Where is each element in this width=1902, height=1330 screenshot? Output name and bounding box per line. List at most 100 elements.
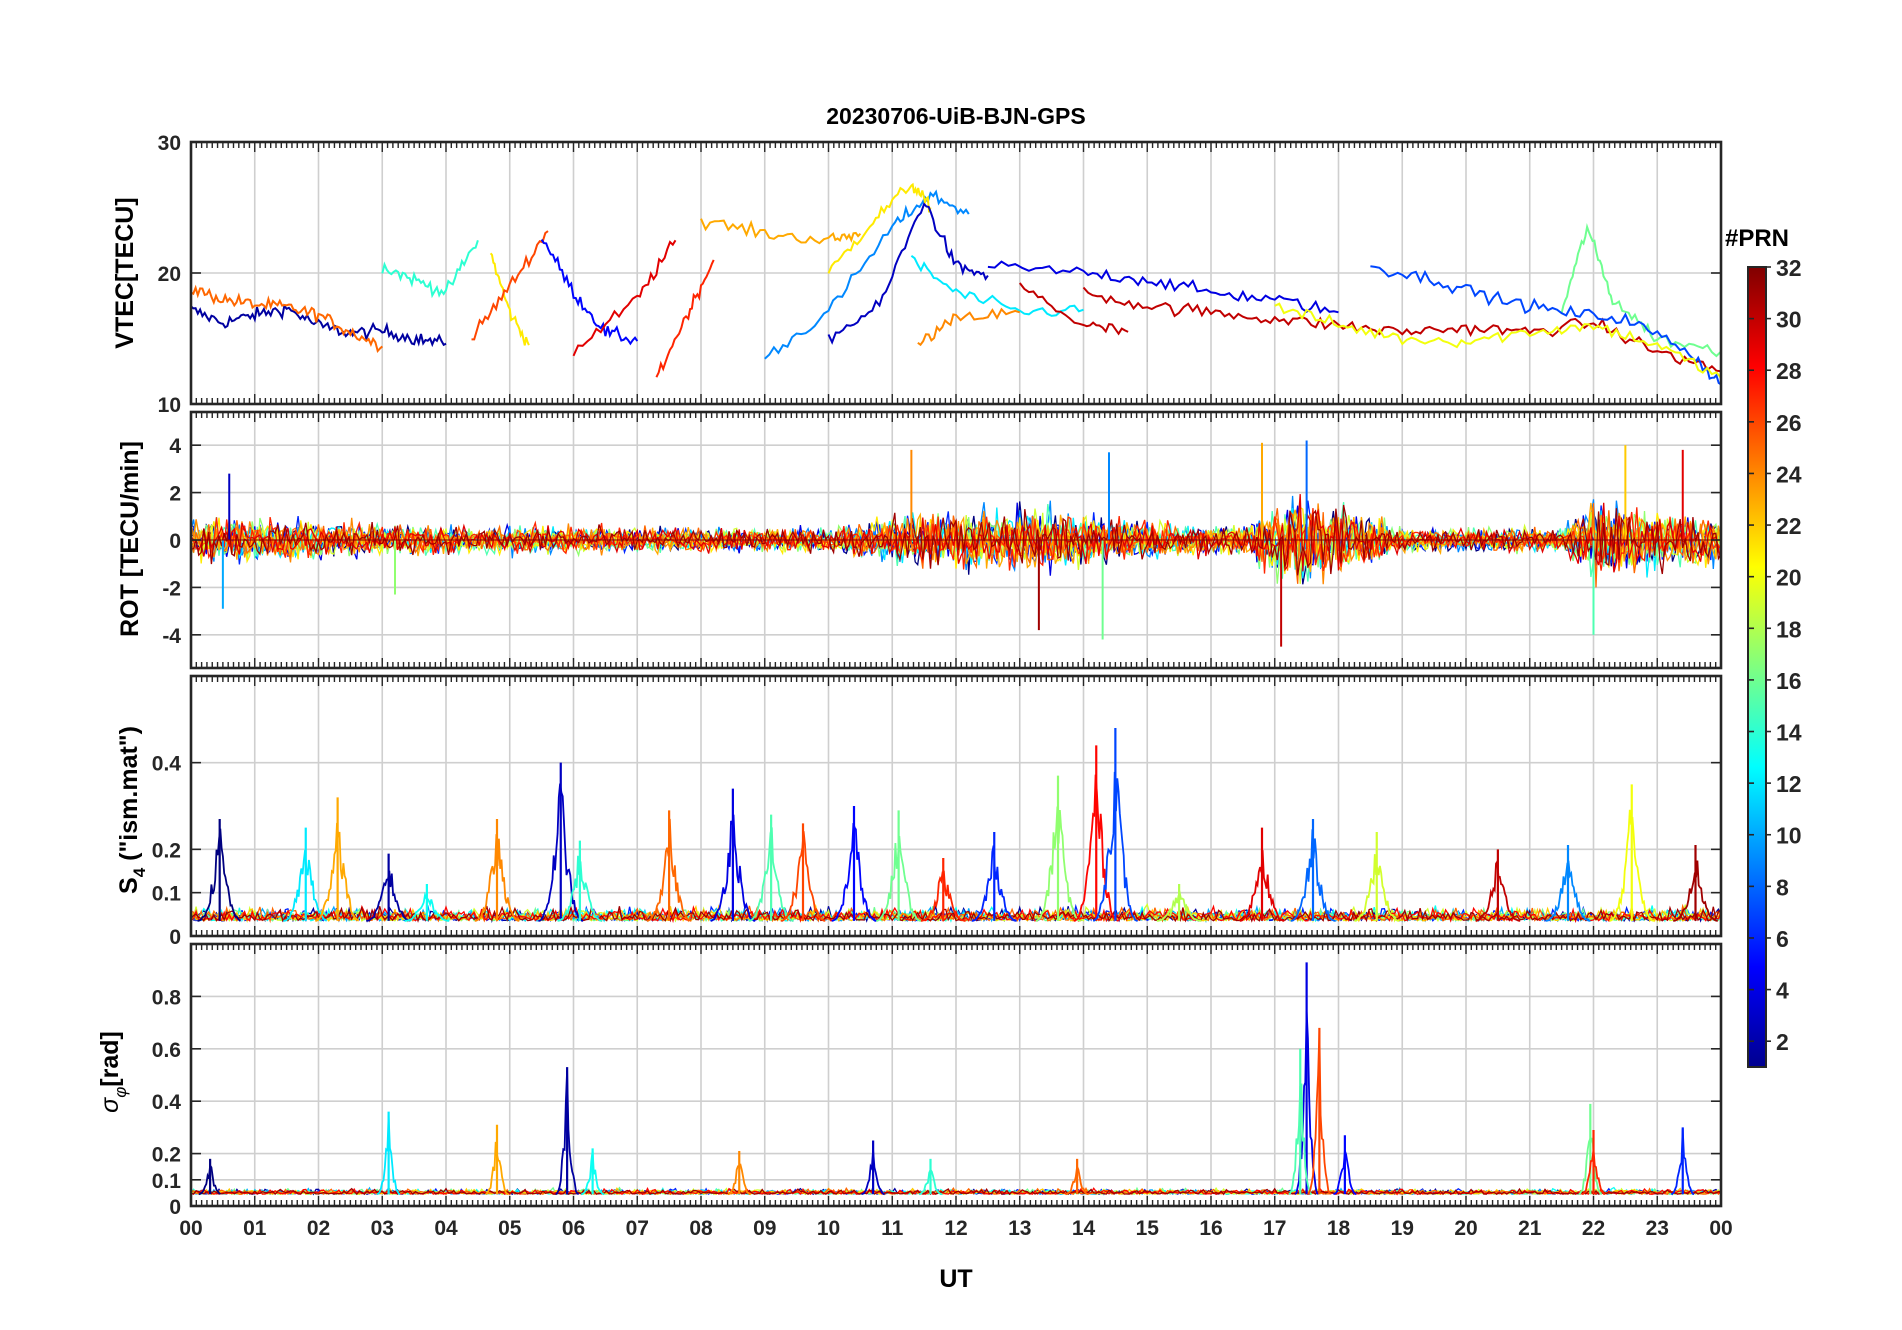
- colorbar-tick-label: 14: [1776, 720, 1802, 746]
- vtec-frame: [189, 140, 1723, 406]
- vtec-series-prn-2: [191, 303, 447, 348]
- rot-series-prn-31: [191, 504, 1721, 576]
- y-tick-label: 30: [158, 132, 181, 155]
- x-tick-label: 02: [307, 1217, 330, 1240]
- vtec-ytick-labels: 10 20 30: [158, 132, 181, 417]
- x-tick-label: 16: [1199, 1217, 1222, 1240]
- y-tick-label: 0.2: [152, 1144, 181, 1167]
- colorbar-tick-label: 8: [1776, 874, 1789, 900]
- sigma-phi-ylabel-sub: φ: [111, 1087, 130, 1098]
- x-tick-label: 15: [1136, 1217, 1160, 1240]
- y-tick-label: -2: [162, 577, 181, 600]
- y-tick-label: 0: [169, 530, 181, 553]
- x-tick-label: 09: [753, 1217, 776, 1240]
- sigma-phi-ylabel-main: σ: [96, 1097, 124, 1113]
- s4-frame: [189, 674, 1723, 938]
- vtec-series-prn-20: [1274, 302, 1721, 379]
- colorbar-tick-label: 2: [1776, 1029, 1789, 1055]
- y-tick-label: -4: [162, 625, 181, 648]
- rot-series-layer: [191, 440, 1721, 647]
- y-tick-label: 0.4: [152, 1091, 182, 1114]
- x-tick-label: 18: [1327, 1217, 1351, 1240]
- baseline-series-prn-31: [191, 1187, 1721, 1196]
- vtec-series-prn-12: [910, 255, 1084, 317]
- y-tick-label: 0.2: [152, 839, 181, 862]
- rot-ytick-labels: -4 -2 0 2 4: [162, 435, 181, 648]
- y-tick-label: 0.1: [152, 883, 182, 906]
- y-tick-label: 20: [158, 263, 181, 286]
- vtec-series-prn-30: [1082, 286, 1721, 373]
- y-tick-label: 0.1: [152, 1170, 182, 1193]
- y-tick-label: 0: [169, 926, 181, 949]
- s4-ylabel-sub: 4: [130, 867, 149, 877]
- x-tick-label: 03: [371, 1217, 394, 1240]
- colorbar-tick-label: 30: [1776, 307, 1802, 333]
- vtec-series-prn-29: [572, 239, 677, 357]
- sigma-phi-series-layer: [191, 962, 1721, 1196]
- s4-ylabel: S4 ("ism.mat"): [115, 726, 149, 894]
- x-tick-label: 11: [881, 1217, 904, 1240]
- colorbar-tick-label: 24: [1776, 461, 1802, 487]
- sigma-phi-ylabel: σφ[rad]: [96, 1031, 130, 1113]
- x-tick-label: 10: [817, 1217, 840, 1240]
- colorbar-tick-label: 22: [1776, 513, 1802, 539]
- x-tick-label: 00: [179, 1217, 202, 1240]
- x-tick-label: 17: [1263, 1217, 1286, 1240]
- vtec-series-layer: [191, 182, 1721, 386]
- sigma-phi-ylabel-rest: [rad]: [96, 1031, 124, 1087]
- vtec-series-prn-21: [827, 182, 932, 274]
- vtec-series-prn-4: [987, 260, 1339, 314]
- s4-series-layer: [191, 728, 1721, 924]
- x-tick-label: 23: [1646, 1217, 1669, 1240]
- y-tick-label: 0.4: [152, 753, 182, 776]
- x-tick-label: 06: [562, 1217, 585, 1240]
- colorbar-tick-label: 26: [1776, 410, 1802, 436]
- s4-ylabel-rest: ("ism.mat"): [115, 726, 143, 868]
- vtec-series-prn-30: [1019, 282, 1129, 336]
- sigma-phi-panel: 0 0.1 0.2 0.4 0.6 0.8 00 01 02 03 04 05 06 07 08 09 10 1…: [96, 942, 1733, 1240]
- y-tick-label: 4: [169, 435, 181, 458]
- sigma-phi-frame: [189, 942, 1723, 1208]
- vtec-series-prn-16: [1560, 222, 1721, 358]
- x-tick-label: 13: [1008, 1217, 1031, 1240]
- x-tick-label: 14: [1072, 1217, 1096, 1240]
- rot-series-prn-24: [191, 503, 1721, 585]
- vtec-ylabel: VTEC[TECU]: [111, 197, 139, 348]
- figure-title: 20230706-UiB-BJN-GPS: [826, 103, 1086, 129]
- s4-panel: 0 0.1 0.2 0.4 S4 ("ism.mat"): [115, 674, 1723, 949]
- vtec-series-prn-5: [540, 239, 639, 346]
- x-tick-label: 12: [944, 1217, 967, 1240]
- rot-ylabel: ROT [TECU/min]: [116, 441, 144, 637]
- x-tick-label: 07: [626, 1217, 649, 1240]
- vtec-series-prn-7: [1370, 265, 1721, 386]
- colorbar-tick-label: 12: [1776, 771, 1802, 797]
- x-tick-label: 05: [498, 1217, 522, 1240]
- x-axis-label: UT: [939, 1265, 972, 1293]
- colorbar-label: #PRN: [1725, 225, 1789, 252]
- x-tick-label: 19: [1391, 1217, 1414, 1240]
- colorbar-tick-label: 32: [1776, 255, 1802, 281]
- baseline-series-prn-31: [191, 905, 1721, 923]
- vtec-series-prn-21: [489, 252, 530, 346]
- x-tick-label: 22: [1582, 1217, 1605, 1240]
- colorbar-tick-label: 10: [1776, 823, 1802, 849]
- y-tick-label: 0: [169, 1196, 181, 1219]
- colorbar-gradient: [1747, 266, 1767, 1068]
- colorbar-tick-label: 6: [1776, 926, 1789, 952]
- colorbar-tick-label: 4: [1776, 978, 1789, 1004]
- colorbar-tick-label: 28: [1776, 358, 1802, 384]
- rot-panel: -4 -2 0 2 4 ROT [TECU/min]: [116, 410, 1723, 670]
- y-tick-label: 0.6: [152, 1039, 181, 1062]
- colorbar-tick-label: 16: [1776, 668, 1802, 694]
- vtec-panel: 10 20 30 VTEC[TECU]: [111, 132, 1723, 417]
- x-tick-label: 21: [1518, 1217, 1542, 1240]
- y-tick-label: 10: [158, 394, 181, 417]
- vtec-series-prn-9: [764, 189, 970, 360]
- colorbar-tick-label: 18: [1776, 616, 1802, 642]
- x-tick-label: 01: [243, 1217, 267, 1240]
- colorbar-tick-label: 20: [1776, 565, 1802, 591]
- x-tick-labels: 00 01 02 03 04 05 06 07 08 09 10 11 12 13 14 15 16 17 18 19…: [179, 1217, 1732, 1240]
